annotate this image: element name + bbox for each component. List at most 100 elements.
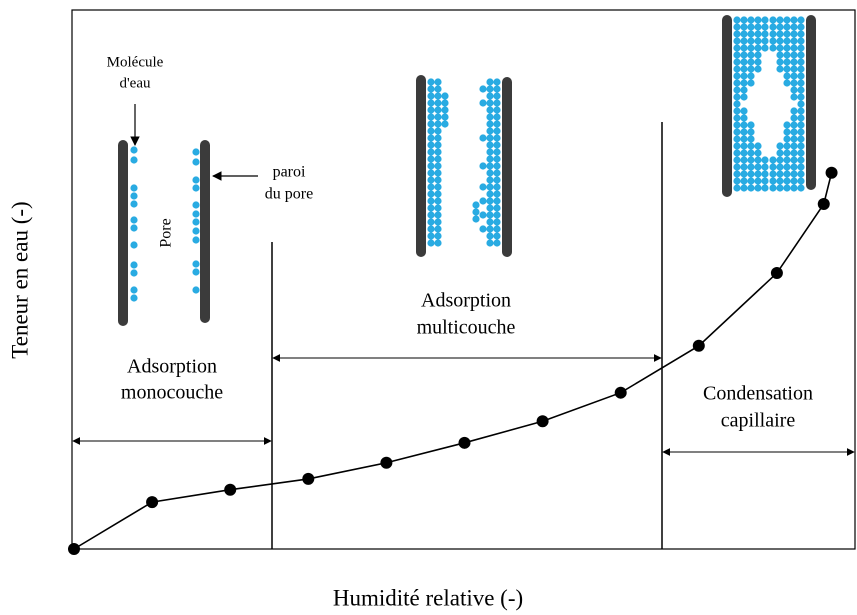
water-molecule [740, 177, 748, 185]
water-molecule [493, 92, 501, 100]
water-molecule [427, 85, 435, 93]
water-molecule [486, 106, 494, 114]
water-molecule [427, 211, 435, 219]
water-molecule [434, 239, 442, 247]
water-molecule [754, 30, 762, 38]
water-molecule [486, 204, 494, 212]
water-molecule [486, 99, 494, 107]
water-molecule [427, 239, 435, 247]
water-molecule [790, 72, 798, 80]
water-molecule [733, 79, 741, 87]
water-molecule [130, 216, 138, 224]
water-molecule [769, 23, 777, 31]
water-molecule [761, 30, 769, 38]
water-molecule [740, 16, 748, 24]
water-molecule [776, 142, 784, 150]
water-molecule [790, 51, 798, 59]
water-molecule [790, 58, 798, 66]
water-molecule [192, 210, 200, 218]
water-molecule [797, 79, 805, 87]
water-molecule [192, 201, 200, 209]
water-molecule [130, 286, 138, 294]
water-molecule [783, 170, 791, 178]
water-molecule [733, 177, 741, 185]
water-molecule [754, 142, 762, 150]
water-molecule [790, 177, 798, 185]
water-molecule [434, 127, 442, 135]
water-molecule [493, 155, 501, 163]
water-molecule [783, 135, 791, 143]
water-molecule [797, 121, 805, 129]
data-point [380, 456, 393, 469]
water-molecule [434, 232, 442, 240]
water-molecule [427, 155, 435, 163]
water-molecule [761, 37, 769, 45]
water-molecule [754, 156, 762, 164]
water-molecule [797, 107, 805, 115]
x-axis-label: Humidité relative (-) [333, 585, 523, 610]
data-point [536, 415, 549, 428]
water-molecule [740, 156, 748, 164]
water-molecule [493, 162, 501, 170]
water-molecule [733, 114, 741, 122]
water-molecule [740, 44, 748, 52]
water-molecule [493, 141, 501, 149]
water-molecule [747, 37, 755, 45]
pore-wall [722, 15, 732, 197]
water-molecule [486, 169, 494, 177]
water-molecule [740, 65, 748, 73]
water-molecule [427, 92, 435, 100]
annotation: Molécule [107, 54, 164, 70]
water-molecule [754, 149, 762, 157]
data-point [770, 267, 783, 280]
water-molecule [434, 183, 442, 191]
water-molecule [776, 149, 784, 157]
water-molecule [797, 156, 805, 164]
annotation: d'eau [119, 75, 151, 91]
water-molecule [783, 163, 791, 171]
water-molecule [740, 128, 748, 136]
water-molecule [783, 128, 791, 136]
water-molecule [472, 201, 480, 209]
water-molecule [740, 107, 748, 115]
water-molecule [769, 37, 777, 45]
water-molecule [797, 114, 805, 122]
water-molecule [486, 85, 494, 93]
water-molecule [790, 128, 798, 136]
water-molecule [427, 120, 435, 128]
water-molecule [486, 218, 494, 226]
water-molecule [797, 135, 805, 143]
water-molecule [783, 121, 791, 129]
water-molecule [790, 79, 798, 87]
water-molecule [797, 72, 805, 80]
water-molecule [486, 232, 494, 240]
water-molecule [434, 155, 442, 163]
water-molecule [754, 65, 762, 73]
annotation: Adsorption [127, 356, 217, 378]
water-molecule [479, 197, 487, 205]
water-molecule [486, 92, 494, 100]
water-molecule [733, 135, 741, 143]
water-molecule [493, 176, 501, 184]
water-molecule [797, 170, 805, 178]
water-molecule [493, 127, 501, 135]
data-point [825, 166, 838, 179]
annotation: Adsorption [421, 290, 511, 312]
water-molecule [790, 156, 798, 164]
water-molecule [130, 200, 138, 208]
annotation: capillaire [721, 410, 796, 432]
water-molecule [427, 99, 435, 107]
water-molecule [130, 146, 138, 154]
water-molecule [740, 23, 748, 31]
water-molecule [761, 44, 769, 52]
water-molecule [479, 183, 487, 191]
water-molecule [493, 106, 501, 114]
water-molecule [797, 37, 805, 45]
pore-wall [118, 140, 128, 326]
water-molecule [747, 135, 755, 143]
water-molecule [797, 23, 805, 31]
water-molecule [434, 204, 442, 212]
water-molecule [790, 114, 798, 122]
water-molecule [790, 37, 798, 45]
water-molecule [740, 37, 748, 45]
